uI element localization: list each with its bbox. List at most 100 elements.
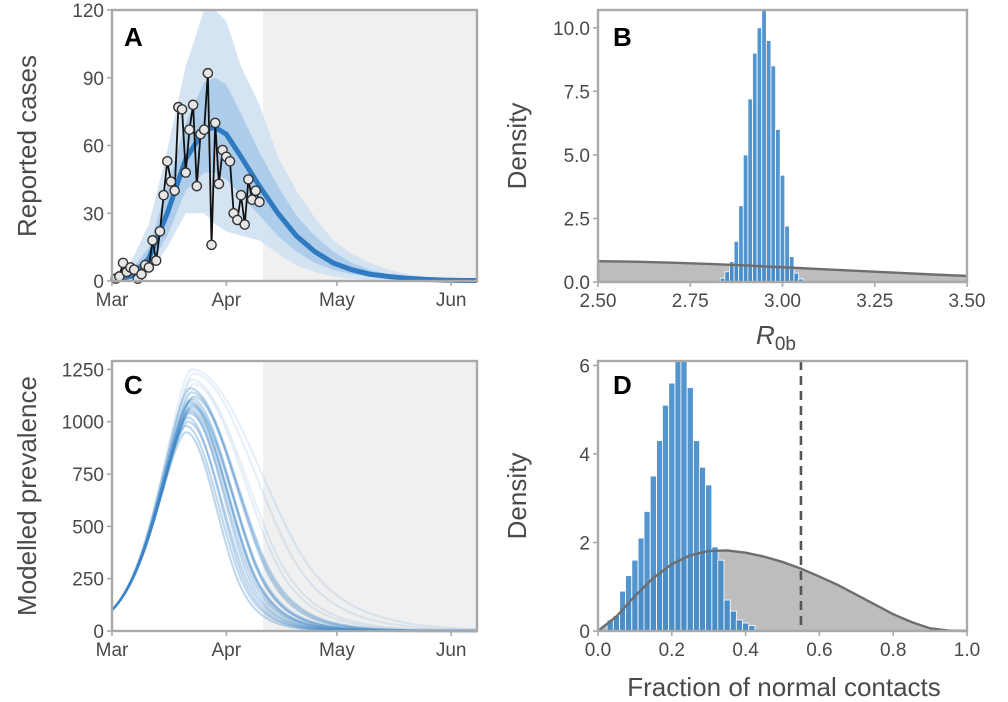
panel-d-x-tick-label: 0.8	[880, 640, 906, 661]
panel-d-x-tick-label: 0.2	[659, 640, 685, 661]
histogram-bar	[649, 475, 657, 632]
observed-point	[184, 124, 195, 135]
histogram-bar	[789, 256, 795, 283]
panel-d-y-axis: 0 2 4 6	[579, 356, 598, 643]
panel-c-letter: C	[124, 370, 143, 400]
panel-a-y-tick-label: 120	[72, 1, 104, 22]
panel-c-x-tick-label: May	[319, 640, 355, 661]
panel-d-x-axis: 0.0 0.2 0.4 0.6 0.8 1.0	[585, 631, 980, 661]
panel-d-y-tick-label: 2	[579, 533, 590, 554]
observed-point	[202, 67, 214, 79]
histogram-bar	[656, 440, 664, 632]
panel-a-y-tick-label: 60	[83, 137, 104, 158]
panel-d-letter: D	[613, 370, 632, 400]
histogram-bar	[793, 272, 800, 283]
observed-point	[147, 235, 158, 246]
histogram-bar	[705, 484, 713, 632]
observed-point	[176, 104, 188, 115]
histogram-bar	[784, 225, 790, 283]
panel-a-x-tick-label: Apr	[212, 290, 242, 311]
panel-c-y-tick-label: 750	[72, 465, 104, 486]
panel-c: Mar Apr May Jun 0 250 500 750 1000 1250 C Modell…	[12, 359, 479, 661]
panel-d-prior-line	[597, 549, 968, 633]
panel-a-letter: A	[124, 22, 143, 52]
panel-b: 2.50 2.75 3.00 3.25 3.50 0.02.55.07.510.0 B …	[502, 8, 986, 355]
panel-a-y-tick-label: 30	[83, 204, 104, 225]
panel-d-y-label: Density	[502, 453, 532, 540]
observed-point	[198, 124, 210, 135]
histogram-bar	[724, 271, 730, 283]
panel-d-y-tick-label: 4	[579, 445, 590, 466]
histogram-bar	[680, 360, 688, 632]
histogram-bar	[738, 205, 744, 283]
panel-c-shaded-region	[263, 361, 477, 631]
panel-c-y-tick-label: 1250	[62, 360, 104, 381]
panel-b-y-label: Density	[502, 103, 532, 190]
histogram-bar	[775, 129, 781, 283]
panel-b-x-tick-label: 3.00	[764, 291, 801, 312]
panel-a-y-label: Reported cases	[12, 55, 42, 237]
histogram-bar	[686, 387, 694, 632]
panel-d-y-tick-label: 6	[579, 356, 590, 377]
panel-b-x-label-sub: 0b	[775, 334, 796, 355]
panel-b-x-tick-label: 3.50	[949, 291, 986, 312]
observed-point	[250, 185, 262, 196]
histogram-bar	[674, 360, 682, 632]
panel-c-y-axis: 0 250 500 750 1000 1250	[62, 360, 112, 643]
trajectory-line	[111, 368, 478, 631]
histogram-bar	[733, 240, 740, 283]
panel-c-x-tick-label: Jun	[436, 640, 467, 661]
panel-b-x-axis: 2.50 2.75 3.00 3.25 3.50	[580, 282, 986, 312]
panel-c-x-axis: Mar Apr May Jun	[96, 631, 467, 661]
panel-d-histogram	[606, 360, 756, 632]
panel-a-x-tick-label: May	[319, 290, 355, 311]
observed-point	[213, 178, 225, 190]
panel-b-y-tick-label: 7.5	[564, 82, 590, 103]
panel-a-x-tick-label: Mar	[96, 290, 129, 311]
observed-point	[136, 268, 147, 280]
panel-b-y-tick-label: 2.5	[564, 209, 590, 230]
panel-a: Mar Apr May Jun 0 30 60 90 120 A Reported cases	[12, 1, 479, 311]
histogram-bar	[756, 27, 763, 283]
observed-point	[162, 156, 173, 167]
observed-point	[243, 174, 254, 185]
histogram-bar	[752, 52, 758, 283]
panel-b-y-tick-label: 0.0	[564, 273, 590, 294]
panel-d-x-tick-label: 0.0	[585, 640, 611, 661]
panel-a-x-tick-label: Jun	[436, 290, 467, 311]
panel-c-y-tick-label: 1000	[62, 413, 104, 434]
panel-c-frame	[110, 359, 479, 633]
panel-d-x-label: Fraction of normal contacts	[627, 672, 941, 702]
histogram-bar	[761, 9, 767, 283]
panel-b-histogram	[719, 9, 804, 283]
panel-b-x-tick-label: 2.50	[580, 291, 617, 312]
panel-b-y-axis: 0.0 2.5 5.0 7.5 10.0	[553, 19, 598, 294]
observed-point	[254, 196, 265, 208]
observed-point	[165, 176, 177, 187]
panel-a-y-tick-label: 0	[93, 272, 104, 293]
observed-point	[187, 99, 199, 111]
panel-b-prior-line	[597, 259, 968, 278]
histogram-bar	[723, 599, 731, 632]
histogram-bar	[693, 440, 701, 632]
panel-a-outer-band	[112, 10, 477, 281]
observed-point	[154, 226, 166, 237]
panel-c-x-tick-label: Mar	[96, 640, 129, 661]
observed-point	[169, 185, 180, 196]
observed-point	[143, 262, 155, 273]
panel-d-x-tick-label: 0.6	[806, 640, 832, 661]
panel-d-frame	[596, 359, 969, 633]
observed-point	[158, 189, 169, 201]
observed-point	[117, 257, 129, 269]
panel-c-y-tick-label: 250	[72, 570, 104, 591]
panel-c-y-tick-label: 500	[72, 517, 104, 538]
panel-a-y-tick-label: 90	[83, 69, 104, 90]
histogram-bar	[662, 404, 670, 632]
panel-b-x-label-main: R	[756, 320, 775, 350]
histogram-bar	[637, 537, 645, 632]
observed-point	[128, 264, 140, 276]
panel-d-x-tick-label: 1.0	[954, 640, 980, 661]
panel-d-x-tick-label: 0.4	[732, 640, 759, 661]
histogram-bar	[698, 466, 706, 632]
histogram-bar	[770, 65, 776, 283]
